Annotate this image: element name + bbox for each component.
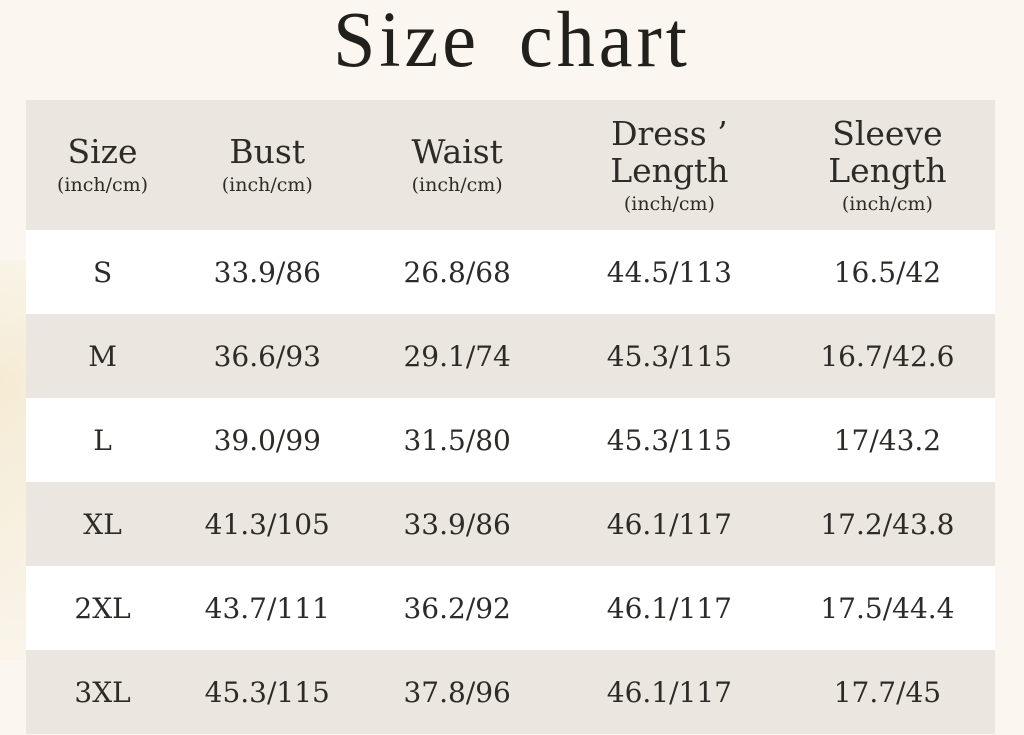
table-row-3xl: 3XL 45.3/115 37.8/96 46.1/117 17.7/45	[26, 650, 995, 734]
cell-size: XL	[83, 507, 122, 541]
cell-sleeve-length: 16.5/42	[833, 255, 942, 289]
header-label-waist: Waist	[411, 132, 503, 171]
table-row-xl: XL 41.3/105 33.9/86 46.1/117 17.2/43.8	[26, 482, 995, 566]
header-unit-bust: (inch/cm)	[221, 174, 313, 196]
cell-dress-length: 45.3/115	[606, 339, 732, 373]
header-unit-waist: (inch/cm)	[411, 174, 503, 196]
cell-sleeve-length: 17/43.2	[833, 423, 942, 457]
header-cell-dress-length: Dress ’ Length (inch/cm)	[559, 100, 780, 230]
cell-size: M	[88, 339, 117, 373]
cell-bust: 33.9/86	[213, 255, 321, 289]
table-row-l: L 39.0/99 31.5/80 45.3/115 17/43.2	[26, 398, 995, 482]
table-body: S 33.9/86 26.8/68 44.5/113 16.5/42 M 36.…	[26, 230, 995, 734]
cell-sleeve-length: 17.2/43.8	[820, 507, 955, 541]
cell-size: L	[93, 423, 112, 457]
table-row-s: S 33.9/86 26.8/68 44.5/113 16.5/42	[26, 230, 995, 314]
header-label-size: Size	[67, 132, 138, 171]
header-unit-sleeve-length: (inch/cm)	[841, 192, 933, 215]
header-label-sleeve-line1: Sleeve	[832, 113, 943, 153]
header-label-bust: Bust	[229, 132, 306, 171]
header-row: Size (inch/cm) Bust (inch/cm) Waist (inc…	[26, 100, 995, 230]
header-cell-size: Size (inch/cm)	[26, 100, 179, 230]
cell-waist: 31.5/80	[403, 423, 511, 457]
cell-dress-length: 46.1/117	[606, 591, 732, 625]
table-row-m: M 36.6/93 29.1/74 45.3/115 16.7/42.6	[26, 314, 995, 398]
table-header: Size (inch/cm) Bust (inch/cm) Waist (inc…	[26, 100, 995, 230]
header-label-dress-line2: Length	[610, 150, 729, 190]
cell-dress-length: 44.5/113	[606, 255, 732, 289]
header-label-dress-line1: Dress ’	[611, 113, 728, 153]
table-row-2xl: 2XL 43.7/111 36.2/92 46.1/117 17.5/44.4	[26, 566, 995, 650]
cell-waist: 37.8/96	[403, 675, 511, 709]
page-title: Size chart	[333, 0, 691, 84]
cell-size: 2XL	[74, 591, 131, 625]
cell-sleeve-length: 16.7/42.6	[820, 339, 955, 373]
cell-waist: 33.9/86	[403, 507, 511, 541]
cell-sleeve-length: 17.5/44.4	[820, 591, 955, 625]
cell-bust: 45.3/115	[204, 675, 330, 709]
cell-dress-length: 46.1/117	[606, 507, 732, 541]
cell-sleeve-length: 17.7/45	[833, 675, 942, 709]
cell-bust: 41.3/105	[204, 507, 330, 541]
cell-waist: 36.2/92	[403, 591, 511, 625]
header-label-sleeve-line2: Length	[828, 150, 947, 190]
header-cell-sleeve-length: Sleeve Length (inch/cm)	[780, 100, 995, 230]
cell-size: 3XL	[74, 675, 131, 709]
header-cell-waist: Waist (inch/cm)	[355, 100, 558, 230]
cell-bust: 43.7/111	[204, 591, 330, 625]
cell-bust: 39.0/99	[213, 423, 321, 457]
cell-dress-length: 46.1/117	[606, 675, 732, 709]
cell-waist: 29.1/74	[403, 339, 511, 373]
header-unit-dress-length: (inch/cm)	[623, 192, 715, 215]
cell-dress-length: 45.3/115	[606, 423, 732, 457]
cell-size: S	[92, 255, 113, 289]
header-unit-size: (inch/cm)	[57, 174, 149, 196]
size-chart-table: Size (inch/cm) Bust (inch/cm) Waist (inc…	[26, 100, 995, 734]
header-cell-bust: Bust (inch/cm)	[179, 100, 355, 230]
cell-bust: 36.6/93	[213, 339, 321, 373]
cell-waist: 26.8/68	[403, 255, 511, 289]
